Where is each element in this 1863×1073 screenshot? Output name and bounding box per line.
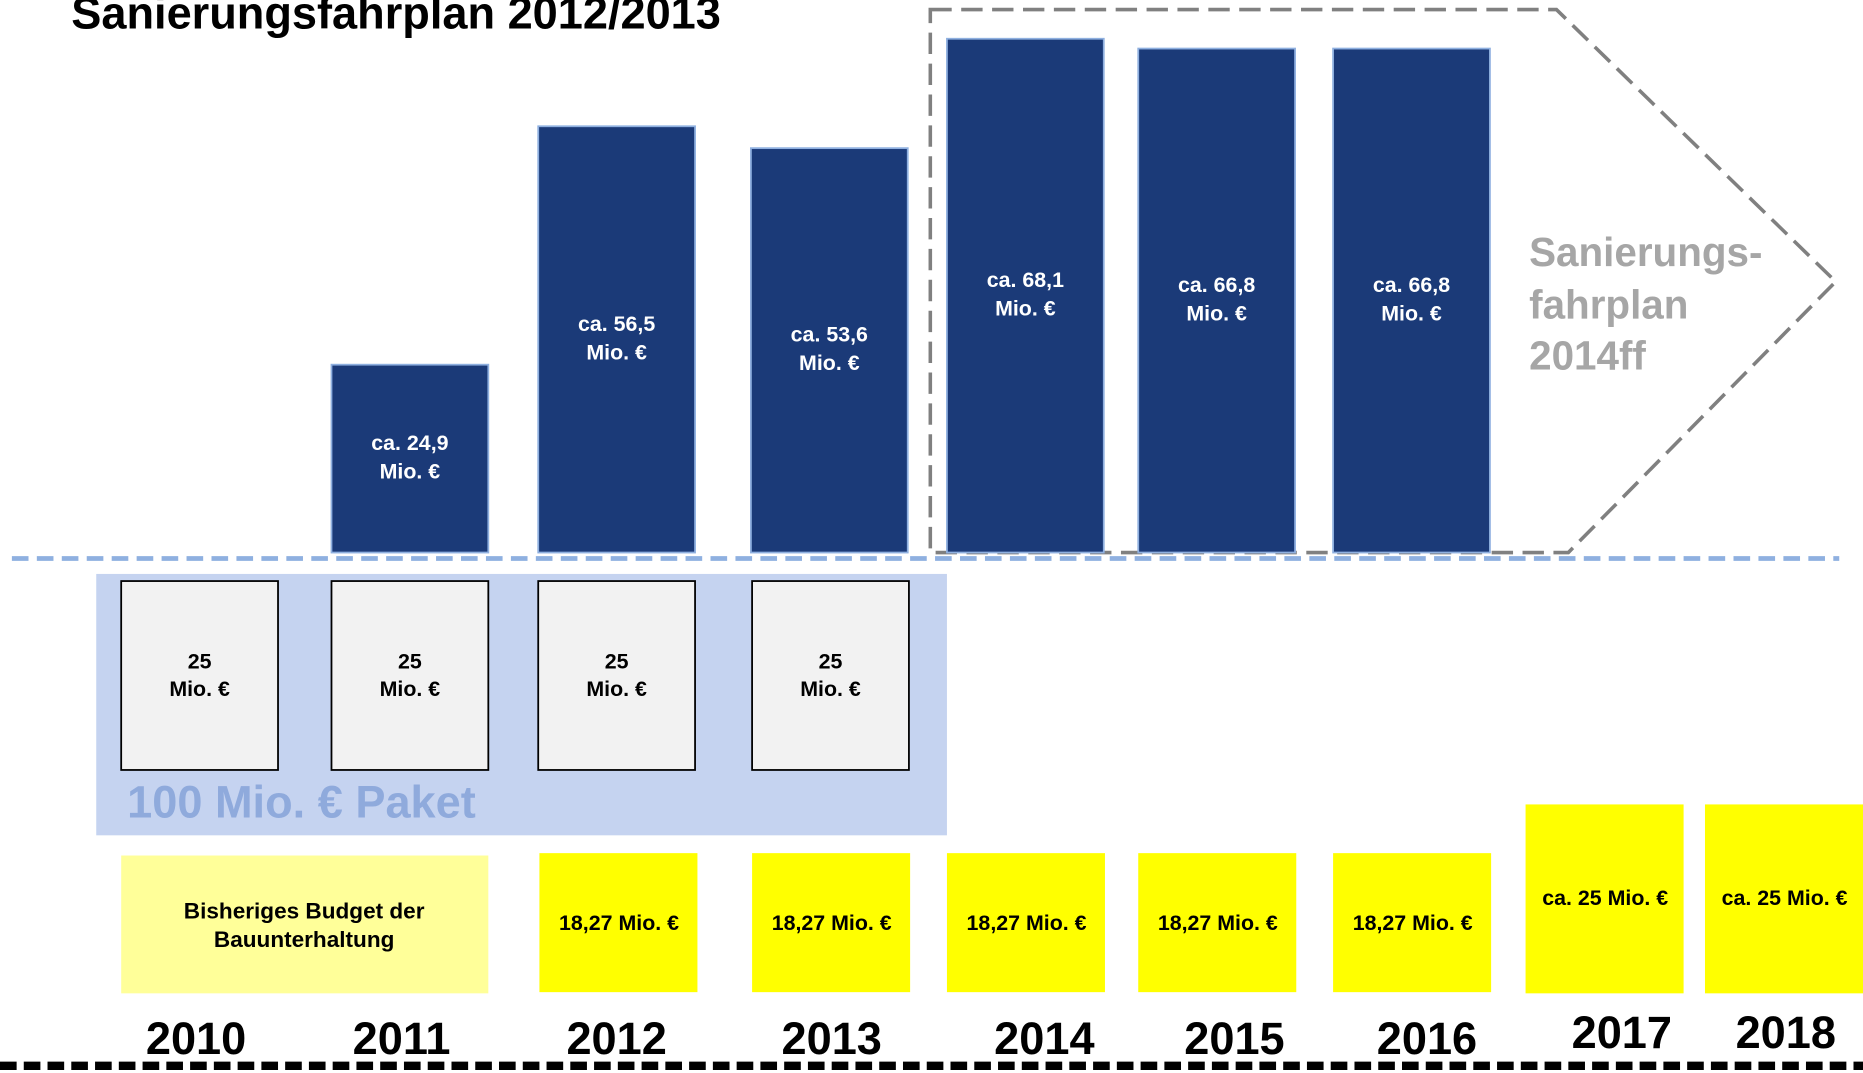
package-box-label: 25 — [398, 650, 422, 674]
budget-label: Bisheriges Budget der — [184, 899, 425, 924]
year-label: 2011 — [353, 1013, 451, 1064]
package-title: 100 Mio. € Paket — [127, 777, 476, 828]
future-label: fahrplan — [1529, 281, 1688, 327]
package-box-label: Mio. € — [800, 677, 861, 701]
budget-box — [946, 853, 1105, 993]
year-label: 2010 — [146, 1013, 246, 1064]
year-label: 2016 — [1377, 1013, 1477, 1064]
year-label: 2017 — [1572, 1007, 1672, 1058]
budget-box — [1704, 804, 1863, 994]
bar — [537, 125, 696, 554]
year-label: 2012 — [566, 1013, 666, 1064]
package-box-label: Mio. € — [169, 677, 230, 701]
budget-box — [1525, 804, 1684, 994]
bar — [1137, 47, 1296, 554]
year-label: 2018 — [1736, 1007, 1836, 1058]
package-box — [120, 580, 279, 771]
bar-label: ca. 66,8 — [1178, 273, 1255, 297]
package-box-label: 25 — [819, 650, 843, 674]
budget-box — [1138, 853, 1297, 993]
year-label: 2014 — [994, 1013, 1094, 1064]
budget-box — [1333, 853, 1492, 993]
package-box-label: Mio. € — [380, 677, 441, 701]
budget-label: Bauunterhaltung — [214, 927, 395, 952]
future-label: Sanierungs- — [1529, 229, 1762, 275]
future-arrow — [928, 7, 1839, 555]
bar-label: ca. 56,5 — [578, 312, 655, 336]
budget-box-label: 18,27 Mio. € — [1353, 911, 1473, 935]
budget-box — [121, 855, 489, 994]
bar-label: Mio. € — [1381, 301, 1442, 325]
bar-label: ca. 66,8 — [1373, 273, 1450, 297]
bar-label: ca. 53,6 — [791, 323, 868, 347]
bar-label: Mio. € — [1186, 301, 1247, 325]
package-box — [537, 580, 696, 771]
bar — [330, 363, 490, 554]
bar-label: ca. 24,9 — [371, 431, 448, 455]
budget-box — [752, 853, 911, 993]
budget-box — [539, 853, 698, 993]
budget-box-label: 18,27 Mio. € — [967, 911, 1087, 935]
bar-label: Mio. € — [995, 297, 1056, 321]
package-box — [330, 580, 490, 771]
package-box-label: 25 — [605, 650, 629, 674]
bar-label: Mio. € — [586, 340, 647, 364]
bar — [946, 37, 1105, 554]
package-box-label: 25 — [188, 650, 212, 674]
bar-label: Mio. € — [380, 460, 441, 484]
future-label: 2014ff — [1529, 333, 1646, 379]
budget-box-label: 18,27 Mio. € — [772, 911, 892, 935]
bar — [1332, 47, 1491, 554]
budget-box-label: 18,27 Mio. € — [1158, 911, 1278, 935]
year-label: 2015 — [1184, 1013, 1284, 1064]
bar — [750, 147, 909, 554]
year-label: 2013 — [782, 1013, 882, 1064]
budget-box-label: ca. 25 Mio. € — [1542, 886, 1668, 910]
package-box-label: Mio. € — [586, 677, 647, 701]
bar-label: Mio. € — [799, 351, 860, 375]
bar-label: ca. 68,1 — [987, 268, 1064, 292]
budget-box-label: 18,27 Mio. € — [559, 911, 679, 935]
budget-box-label: ca. 25 Mio. € — [1722, 886, 1848, 910]
title: Sanierungsfahrplan 2012/2013 — [71, 0, 721, 39]
package-box — [751, 580, 910, 771]
